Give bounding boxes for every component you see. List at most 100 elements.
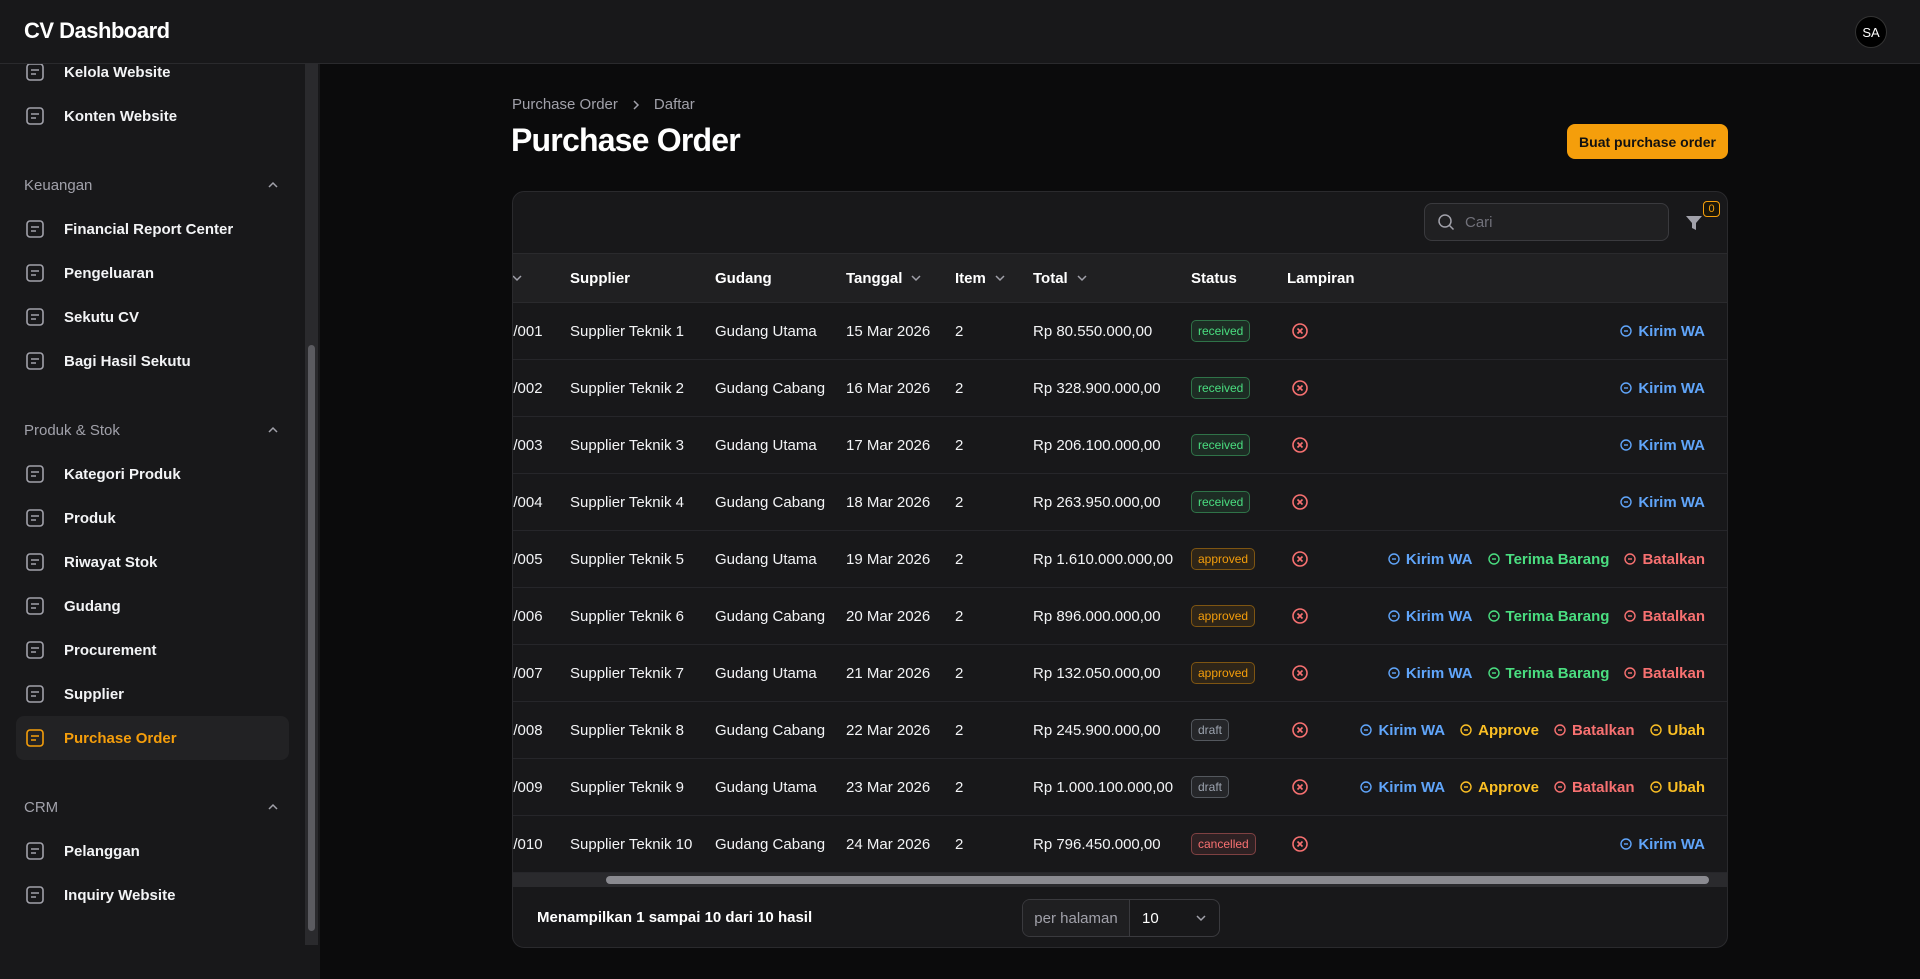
table-row: 0/007 Supplier Teknik 7 Gudang Utama 21 Mar…: [513, 645, 1727, 702]
cell-item: 2: [955, 778, 964, 796]
nav-item[interactable]: Konten Website: [16, 94, 289, 138]
status-badge: received: [1191, 491, 1251, 513]
action[interactable]: Batalkan: [1623, 608, 1705, 625]
action[interactable]: Batalkan: [1553, 722, 1635, 739]
column-header[interactable]: Total: [1033, 254, 1088, 302]
nav-item[interactable]: Supplier: [16, 672, 289, 716]
icon: [1291, 607, 1309, 625]
cell-attachment[interactable]: [1291, 531, 1309, 587]
action[interactable]: Kirim WA: [1619, 437, 1705, 454]
nav-item[interactable]: Kategori Produk: [16, 452, 289, 496]
action-label: Batalkan: [1571, 778, 1635, 796]
cell-supplier: Supplier Teknik 6: [570, 607, 684, 625]
glyph: [1487, 667, 1500, 679]
action-label: Kirim WA: [1405, 664, 1473, 682]
nav-item[interactable]: Financial Report Center: [16, 207, 289, 251]
cell-id: 0/009: [513, 778, 543, 796]
action[interactable]: Kirim WA: [1619, 836, 1705, 853]
create-button[interactable]: Buat purchase order: [1567, 124, 1728, 159]
action[interactable]: Batalkan: [1623, 665, 1705, 682]
nav-item[interactable]: Purchase Order: [16, 716, 289, 760]
cell-attachment[interactable]: [1291, 474, 1309, 530]
cell-gudang: Gudang Cabang: [715, 607, 826, 625]
summary: Menampilkan 1 sampai 10 dari 10 hasil: [537, 909, 813, 926]
icon: [24, 105, 64, 127]
nav-label: Kategori Produk: [64, 465, 181, 483]
action[interactable]: Batalkan: [1553, 779, 1635, 796]
nav-group[interactable]: Keuangan: [16, 163, 289, 207]
action-label: Kirim WA: [1638, 493, 1705, 511]
scroll-thumb[interactable]: [606, 876, 1709, 884]
cell-attachment[interactable]: [1291, 303, 1309, 359]
action[interactable]: Terima Barang: [1487, 551, 1609, 568]
action[interactable]: Kirim WA: [1387, 608, 1473, 625]
action[interactable]: Kirim WA: [1619, 380, 1705, 397]
action[interactable]: Kirim WA: [1387, 665, 1473, 682]
sort-header[interactable]: [513, 254, 523, 302]
avatar[interactable]: SA: [1855, 16, 1887, 48]
icon: [1487, 609, 1501, 623]
crumb[interactable]: Purchase Order: [512, 96, 618, 113]
action[interactable]: Kirim WA: [1359, 722, 1445, 739]
nav-label: Riwayat Stok: [64, 553, 158, 571]
nav-item[interactable]: Sekutu CV: [16, 295, 289, 339]
brand[interactable]: CV Dashboard: [24, 18, 170, 43]
nav-item[interactable]: Produk: [16, 496, 289, 540]
cell-attachment[interactable]: [1291, 645, 1309, 701]
icon: [1291, 379, 1309, 397]
table-row: 0/002 Supplier Teknik 2 Gudang Cabang 16 Ma…: [513, 360, 1727, 417]
cell-attachment[interactable]: [1291, 759, 1309, 815]
cell-tanggal: 23 Mar 2026: [846, 778, 931, 796]
filter-icon[interactable]: [1685, 214, 1703, 232]
nav-group[interactable]: Produk & Stok: [16, 408, 289, 452]
nav-group[interactable]: CRM: [16, 785, 289, 829]
scroll-thumb[interactable]: [308, 345, 315, 931]
glyph: [1624, 610, 1637, 622]
per-page-select[interactable]: 10: [1130, 900, 1219, 936]
nav-item[interactable]: Riwayat Stok: [16, 540, 289, 584]
crumb: Daftar: [653, 96, 695, 113]
nav-item[interactable]: Inquiry Website: [16, 873, 289, 917]
action[interactable]: Batalkan: [1623, 551, 1705, 568]
status-badge: approved: [1191, 605, 1256, 627]
cell-attachment[interactable]: [1291, 360, 1309, 416]
nav-item[interactable]: Kelola Website: [16, 64, 289, 94]
per-page[interactable]: per halaman 10: [1022, 899, 1220, 937]
glyph: [26, 685, 44, 703]
glyph: [1292, 323, 1308, 339]
cell-attachment[interactable]: [1291, 588, 1309, 644]
row-actions: Kirim WA: [1619, 417, 1705, 473]
nav-item[interactable]: Bagi Hasil Sekutu: [16, 339, 289, 383]
glyph: [26, 553, 44, 571]
column-header[interactable]: Item: [955, 254, 1006, 302]
cell-attachment[interactable]: [1291, 702, 1309, 758]
glyph: [26, 729, 44, 747]
action[interactable]: Approve: [1459, 779, 1539, 796]
nav-item[interactable]: Gudang: [16, 584, 289, 628]
action[interactable]: Ubah: [1649, 722, 1705, 739]
action[interactable]: Kirim WA: [1387, 551, 1473, 568]
glyph: [26, 308, 44, 326]
search[interactable]: Cari: [1424, 203, 1669, 241]
nav-item[interactable]: Pelanggan: [16, 829, 289, 873]
cell-attachment[interactable]: [1291, 417, 1309, 473]
column-label: Item: [955, 269, 986, 287]
glyph: [1460, 724, 1472, 736]
cell-attachment[interactable]: [1291, 816, 1309, 872]
action[interactable]: Terima Barang: [1487, 664, 1610, 682]
row-actions: Kirim WA Approve Batalkan Ubah: [1359, 759, 1705, 815]
action-label: Terima Barang: [1505, 664, 1610, 682]
glyph: [1360, 781, 1373, 793]
action[interactable]: Kirim WA: [1619, 494, 1705, 511]
cell-id: 0/001: [513, 322, 543, 340]
column-header[interactable]: Tanggal: [846, 254, 922, 302]
icon: [1487, 666, 1501, 680]
action[interactable]: Approve: [1459, 722, 1539, 739]
action[interactable]: Terima Barang: [1487, 608, 1609, 625]
nav-item[interactable]: Procurement: [16, 628, 289, 672]
action[interactable]: Kirim WA: [1619, 323, 1705, 340]
nav-item[interactable]: Pengeluaran: [16, 251, 289, 295]
action[interactable]: Ubah: [1649, 779, 1705, 796]
action[interactable]: Kirim WA: [1359, 779, 1445, 796]
column-label: Gudang: [715, 269, 772, 287]
